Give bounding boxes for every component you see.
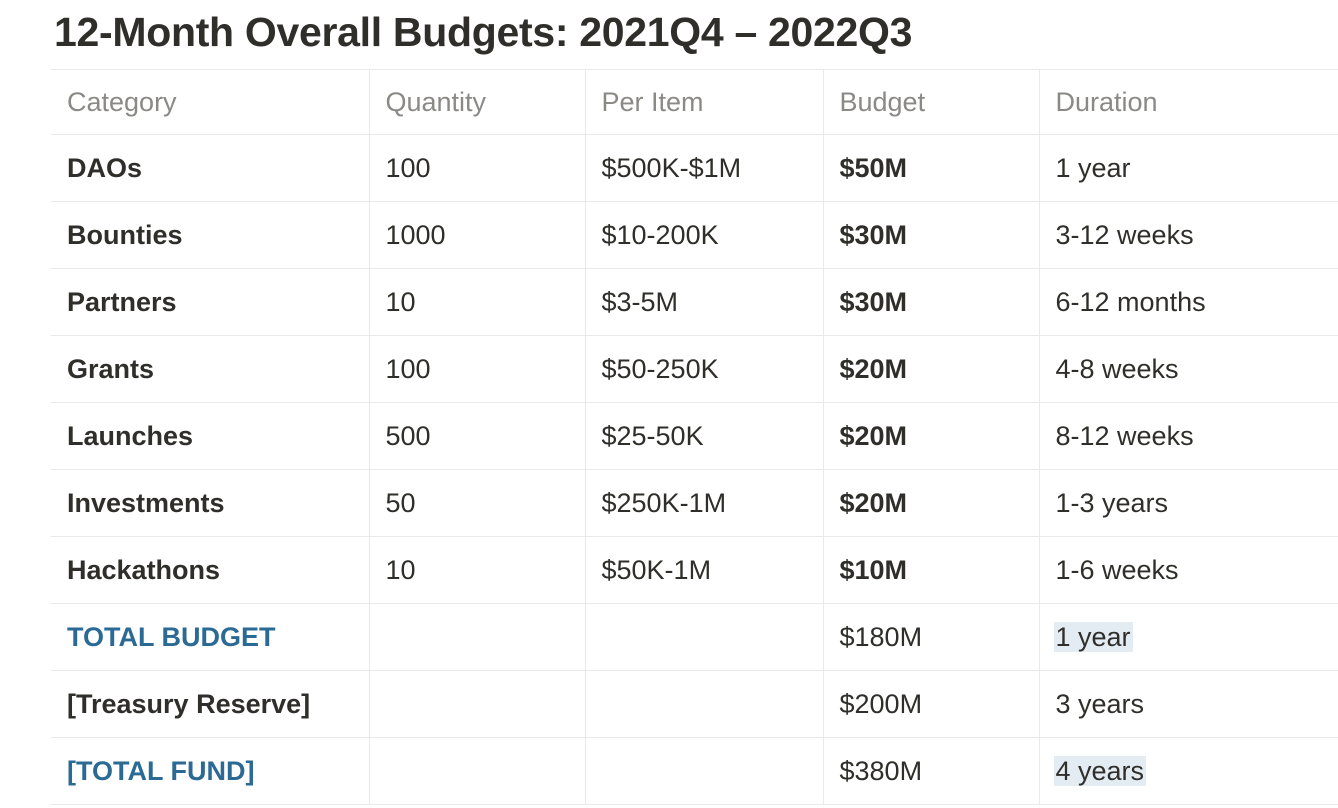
total-budget-row: TOTAL BUDGET $180M 1 year — [51, 603, 1338, 671]
table-row: Bounties 1000 $10-200K $30M 3-12 weeks — [51, 201, 1338, 269]
duration-cell[interactable]: 4 years — [1038, 737, 1338, 805]
empty-cell[interactable] — [584, 603, 823, 671]
column-header-quantity[interactable]: Quantity — [368, 69, 585, 135]
budget-cell[interactable]: $10M — [822, 536, 1039, 604]
duration-cell[interactable]: 1-3 years — [1038, 469, 1338, 537]
budget-table: Category Quantity Per Item Budget Durati… — [51, 69, 1338, 805]
budget-cell[interactable]: $50M — [822, 134, 1039, 202]
total-fund-value[interactable]: $380M — [822, 737, 1039, 805]
category-cell[interactable]: Grants — [51, 335, 369, 403]
per-item-cell[interactable]: $50K-1M — [584, 536, 823, 604]
quantity-cell[interactable]: 100 — [368, 335, 585, 403]
duration-cell[interactable]: 1 year — [1038, 603, 1338, 671]
category-cell[interactable]: Investments — [51, 469, 369, 537]
duration-cell[interactable]: 8-12 weeks — [1038, 402, 1338, 470]
quantity-cell[interactable]: 1000 — [368, 201, 585, 269]
per-item-cell[interactable]: $10-200K — [584, 201, 823, 269]
quantity-cell[interactable]: 10 — [368, 268, 585, 336]
page-title: 12-Month Overall Budgets: 2021Q4 – 2022Q… — [54, 9, 913, 55]
table-row: Launches 500 $25-50K $20M 8-12 weeks — [51, 402, 1338, 470]
duration-cell[interactable]: 1 year — [1038, 134, 1338, 202]
empty-cell[interactable] — [584, 670, 823, 738]
category-cell[interactable]: Partners — [51, 268, 369, 336]
empty-cell[interactable] — [584, 737, 823, 805]
column-header-duration[interactable]: Duration — [1038, 69, 1338, 135]
table-row: Investments 50 $250K-1M $20M 1-3 years — [51, 469, 1338, 537]
per-item-cell[interactable]: $3-5M — [584, 268, 823, 336]
highlighted-duration: 4 years — [1053, 755, 1147, 786]
table-row: Grants 100 $50-250K $20M 4-8 weeks — [51, 335, 1338, 403]
duration-cell[interactable]: 3-12 weeks — [1038, 201, 1338, 269]
budget-cell[interactable]: $30M — [822, 268, 1039, 336]
per-item-cell[interactable]: $25-50K — [584, 402, 823, 470]
column-header-budget[interactable]: Budget — [822, 69, 1039, 135]
column-header-per-item[interactable]: Per Item — [584, 69, 823, 135]
budget-cell[interactable]: $20M — [822, 469, 1039, 537]
total-budget-value[interactable]: $180M — [822, 603, 1039, 671]
category-cell[interactable]: Bounties — [51, 201, 369, 269]
table-header-row: Category Quantity Per Item Budget Durati… — [51, 69, 1338, 135]
column-header-category[interactable]: Category — [51, 69, 369, 135]
table-row: DAOs 100 $500K-$1M $50M 1 year — [51, 134, 1338, 202]
category-cell[interactable]: DAOs — [51, 134, 369, 202]
duration-cell[interactable]: 3 years — [1038, 670, 1338, 738]
budget-cell[interactable]: $20M — [822, 402, 1039, 470]
quantity-cell[interactable]: 100 — [368, 134, 585, 202]
empty-cell[interactable] — [368, 670, 585, 738]
budget-cell[interactable]: $30M — [822, 201, 1039, 269]
total-budget-label[interactable]: TOTAL BUDGET — [51, 603, 369, 671]
treasury-reserve-value[interactable]: $200M — [822, 670, 1039, 738]
quantity-cell[interactable]: 500 — [368, 402, 585, 470]
quantity-cell[interactable]: 50 — [368, 469, 585, 537]
category-cell[interactable]: Launches — [51, 402, 369, 470]
total-fund-label[interactable]: [TOTAL FUND] — [51, 737, 369, 805]
table-row: Hackathons 10 $50K-1M $10M 1-6 weeks — [51, 536, 1338, 604]
per-item-cell[interactable]: $250K-1M — [584, 469, 823, 537]
duration-cell[interactable]: 4-8 weeks — [1038, 335, 1338, 403]
duration-cell[interactable]: 6-12 months — [1038, 268, 1338, 336]
empty-cell[interactable] — [368, 737, 585, 805]
budget-cell[interactable]: $20M — [822, 335, 1039, 403]
total-fund-row: [TOTAL FUND] $380M 4 years — [51, 737, 1338, 805]
treasury-reserve-label[interactable]: [Treasury Reserve] — [51, 670, 369, 738]
treasury-reserve-row: [Treasury Reserve] $200M 3 years — [51, 670, 1338, 738]
quantity-cell[interactable]: 10 — [368, 536, 585, 604]
per-item-cell[interactable]: $50-250K — [584, 335, 823, 403]
empty-cell[interactable] — [368, 603, 585, 671]
table-row: Partners 10 $3-5M $30M 6-12 months — [51, 268, 1338, 336]
highlighted-duration: 1 year — [1053, 621, 1133, 652]
duration-cell[interactable]: 1-6 weeks — [1038, 536, 1338, 604]
per-item-cell[interactable]: $500K-$1M — [584, 134, 823, 202]
category-cell[interactable]: Hackathons — [51, 536, 369, 604]
